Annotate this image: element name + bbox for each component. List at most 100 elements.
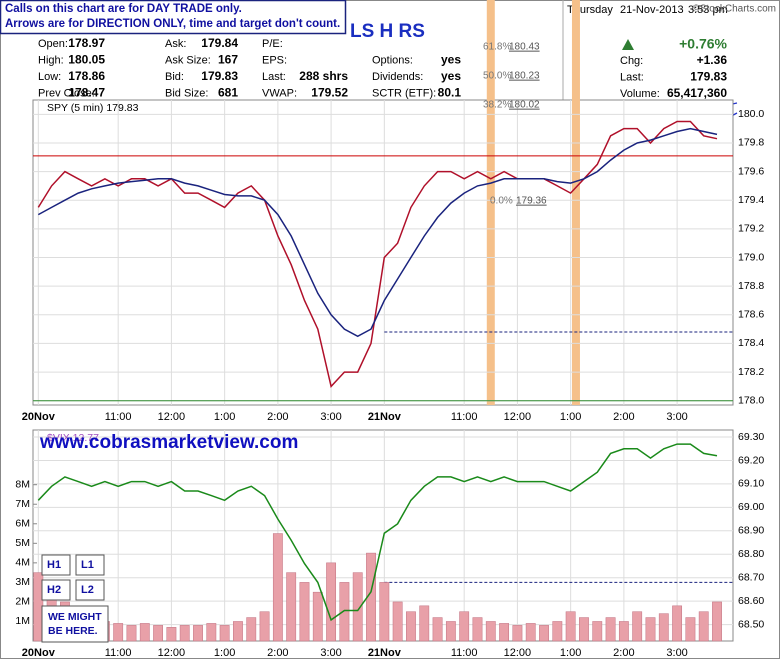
x-tick-label: 11:00	[105, 411, 132, 423]
y-tick-label: 2M	[15, 596, 30, 608]
volume-bar	[712, 601, 722, 642]
callout-text: BE HERE.	[48, 625, 98, 637]
credit: ©StockCharts.com	[692, 4, 776, 15]
volume-bar	[312, 591, 323, 642]
quote-value: 178.47	[68, 86, 105, 100]
volume-bar	[539, 625, 549, 642]
quote-label: SCTR (ETF):	[372, 87, 436, 99]
fib-label: 61.8%	[483, 42, 511, 53]
y-tick-label: 178.6	[738, 309, 764, 321]
volume-bar	[246, 617, 257, 642]
fib-label: 38.2%	[483, 100, 511, 111]
summary-value: 65,417,360	[667, 86, 727, 100]
y-tick-label: 68.60	[738, 595, 764, 607]
volume-bar	[126, 625, 137, 642]
quote-value: 167	[218, 53, 238, 67]
y-tick-label: 179.6	[738, 165, 764, 177]
quote-label: Dividends:	[372, 71, 423, 83]
x-tick-label: 2:00	[267, 647, 288, 659]
summary-value: +1.36	[697, 53, 728, 67]
x-tick-label: 2:00	[613, 411, 634, 423]
y-tick-label: 68.80	[738, 548, 764, 560]
x-tick-label: 12:00	[158, 647, 186, 659]
volume-bar	[618, 621, 629, 642]
y-tick-label: 179.0	[738, 251, 764, 263]
y-tick-label: 5M	[15, 537, 30, 549]
box-label: L1	[81, 559, 94, 571]
fib-label: 50.0%	[483, 71, 511, 82]
quote-label: Ask:	[165, 38, 186, 50]
volume-bar	[259, 611, 270, 642]
y-tick-label: 68.70	[738, 571, 764, 583]
price-line	[37, 120, 718, 388]
volume-bar	[419, 605, 430, 642]
change-pct: +0.76%	[679, 36, 727, 52]
quote-value: 179.83	[201, 69, 238, 83]
y-tick-label: 1M	[15, 615, 30, 627]
notice-box	[0, 0, 347, 35]
y-tick-label: 8M	[15, 478, 30, 490]
chart-label: SPY (5 min) 179.83	[47, 102, 139, 114]
date: 21-Nov-2013	[620, 4, 684, 16]
volume-bar	[499, 623, 510, 642]
y-tick-label: 3M	[15, 576, 30, 588]
quote-label: VWAP:	[262, 87, 297, 99]
quote-value: 681	[218, 86, 238, 100]
x-tick-label: 11:00	[451, 647, 478, 659]
volume-bar	[392, 601, 403, 642]
quote-value: 180.05	[68, 53, 105, 67]
quote-value: 179.84	[201, 36, 238, 50]
x-tick-label: 20Nov	[22, 647, 56, 659]
time-band	[486, 0, 495, 405]
x-tick-label: 21Nov	[368, 411, 402, 423]
volume-bar	[445, 621, 456, 642]
x-tick-label: 3:00	[666, 647, 687, 659]
volume-bar	[339, 582, 350, 642]
quote-label: High:	[38, 54, 64, 66]
up-arrow	[622, 39, 634, 50]
fib-value: 179.36	[516, 196, 547, 207]
x-tick-label: 3:00	[320, 411, 341, 423]
x-tick-label: 11:00	[451, 411, 478, 423]
volume-bar	[459, 611, 470, 642]
quote-value: 80.1	[438, 86, 462, 100]
watermark: www.cobrasmarketview.com	[39, 432, 298, 453]
y-tick-label: 69.20	[738, 454, 764, 466]
volume-bar	[605, 617, 616, 642]
volume-bar	[632, 611, 643, 642]
y-tick-label: 7M	[15, 498, 30, 510]
label-box	[75, 579, 105, 601]
y-tick-label: 69.10	[738, 478, 764, 490]
quote-value: yes	[441, 53, 461, 67]
y-tick-label: 178.8	[738, 280, 764, 292]
x-tick-label: 20Nov	[22, 411, 56, 423]
volume-bar	[286, 572, 297, 642]
x-tick-label: 3:00	[666, 411, 687, 423]
x-tick-label: 1:00	[560, 647, 581, 659]
x-tick-label: 12:00	[504, 647, 532, 659]
volume-bar	[472, 617, 483, 642]
volume-bar	[592, 621, 603, 642]
volume-bar	[272, 533, 283, 642]
y-tick-label: 4M	[15, 557, 30, 569]
fib-value: 180.43	[509, 42, 540, 53]
box-label: H1	[47, 559, 61, 571]
quote-value: yes	[441, 69, 461, 83]
quote-label: P/E:	[262, 38, 283, 50]
x-tick-label: 21Nov	[368, 647, 402, 659]
volume-bar	[379, 582, 390, 642]
time-band	[571, 0, 580, 405]
quote-label: Last:	[262, 71, 286, 83]
fib-value: 180.02	[509, 100, 540, 111]
volume-bar	[299, 582, 310, 642]
quote-label: EPS:	[262, 54, 287, 66]
quote-label: Open:	[38, 38, 68, 50]
volume-bar	[685, 617, 696, 642]
volume-bar	[139, 623, 150, 642]
fib-value: 180.23	[509, 71, 540, 82]
volume-bar	[645, 617, 656, 642]
summary-label: Chg:	[620, 55, 643, 67]
y-tick-label: 69.30	[738, 431, 764, 443]
volume-bar	[672, 605, 683, 642]
